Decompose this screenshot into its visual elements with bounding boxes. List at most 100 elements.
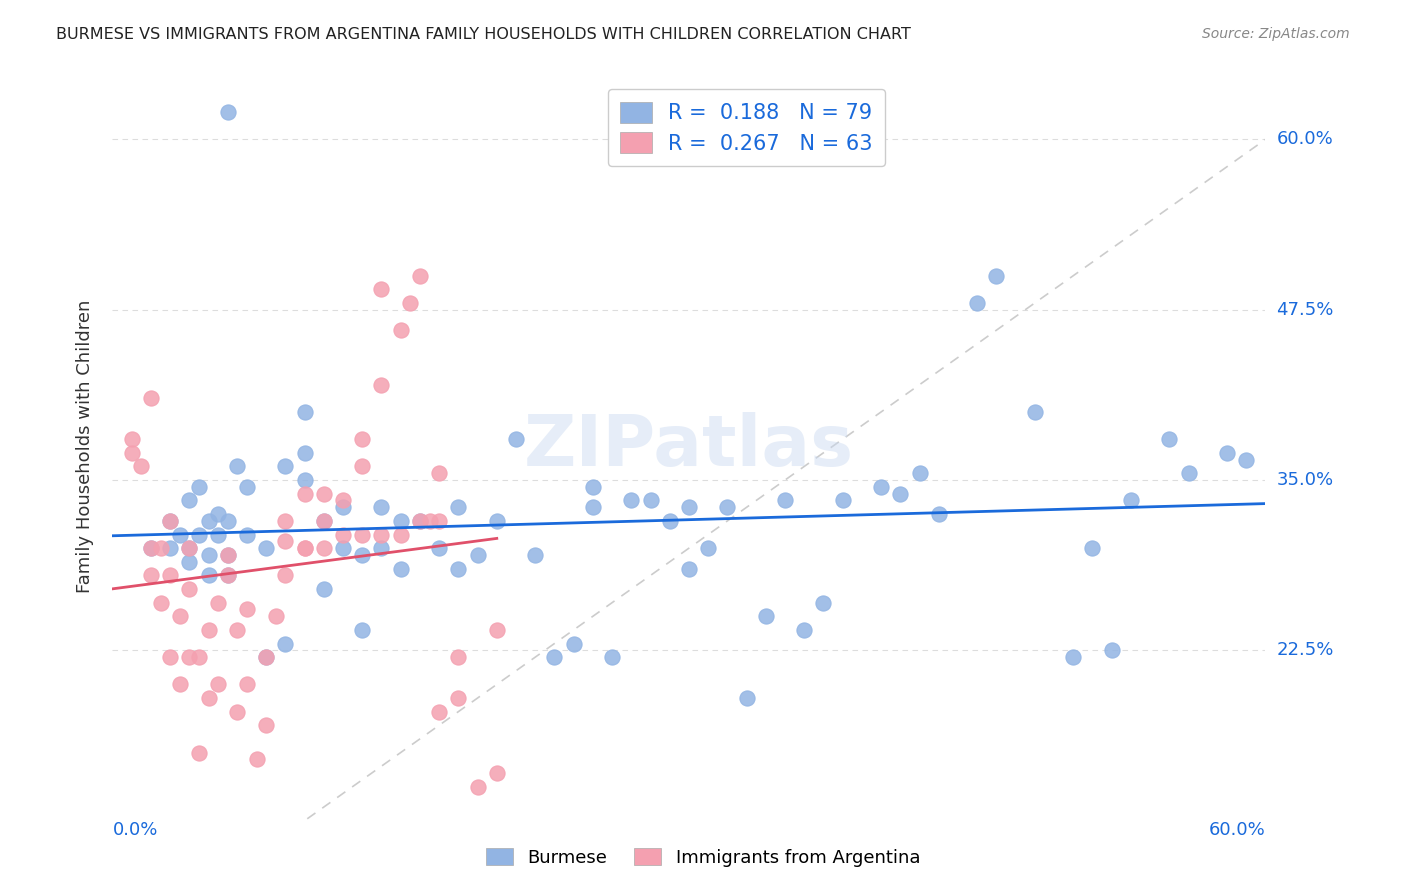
Point	[582, 480, 605, 494]
Point	[543, 650, 565, 665]
Point	[332, 541, 354, 556]
Point	[389, 527, 412, 541]
Point	[179, 582, 201, 596]
Point	[197, 568, 219, 582]
Point	[447, 691, 470, 706]
Point	[274, 514, 297, 528]
Point	[870, 480, 893, 494]
Point	[485, 514, 508, 528]
Point	[986, 268, 1008, 283]
Point	[352, 432, 374, 446]
Point	[485, 766, 508, 780]
Point	[928, 507, 950, 521]
Point	[352, 459, 374, 474]
Point	[217, 548, 239, 562]
Point	[197, 548, 219, 562]
Point	[640, 493, 662, 508]
Point	[332, 493, 354, 508]
Point	[352, 527, 374, 541]
Point	[312, 514, 335, 528]
Point	[207, 677, 229, 691]
Point	[294, 473, 316, 487]
Point	[755, 609, 778, 624]
Point	[678, 561, 700, 575]
Text: ZIPatlas: ZIPatlas	[524, 411, 853, 481]
Point	[217, 548, 239, 562]
Point	[908, 467, 931, 481]
Text: BURMESE VS IMMIGRANTS FROM ARGENTINA FAMILY HOUSEHOLDS WITH CHILDREN CORRELATION: BURMESE VS IMMIGRANTS FROM ARGENTINA FAM…	[56, 27, 911, 42]
Point	[409, 514, 432, 528]
Point	[658, 514, 681, 528]
Point	[274, 534, 297, 549]
Point	[370, 500, 392, 515]
Point	[370, 377, 392, 392]
Point	[399, 296, 422, 310]
Point	[294, 446, 316, 460]
Point	[485, 623, 508, 637]
Point	[467, 780, 489, 794]
Point	[159, 514, 181, 528]
Point	[312, 582, 335, 596]
Point	[793, 623, 815, 637]
Point	[524, 548, 547, 562]
Point	[217, 514, 239, 528]
Legend: R =  0.188   N = 79, R =  0.267   N = 63: R = 0.188 N = 79, R = 0.267 N = 63	[607, 89, 886, 166]
Point	[332, 527, 354, 541]
Point	[217, 568, 239, 582]
Point	[889, 486, 911, 500]
Point	[207, 527, 229, 541]
Point	[254, 718, 277, 732]
Point	[139, 392, 162, 406]
Point	[427, 514, 450, 528]
Point	[467, 548, 489, 562]
Point	[447, 500, 470, 515]
Point	[389, 514, 412, 528]
Point	[188, 527, 211, 541]
Point	[159, 650, 181, 665]
Point	[179, 541, 201, 556]
Point	[312, 486, 335, 500]
Point	[447, 650, 470, 665]
Point	[562, 636, 585, 650]
Point	[1024, 405, 1046, 419]
Point	[274, 568, 297, 582]
Point	[197, 623, 219, 637]
Point	[312, 514, 335, 528]
Point	[389, 323, 412, 337]
Text: 0.0%: 0.0%	[112, 821, 157, 838]
Point	[149, 541, 172, 556]
Point	[159, 568, 181, 582]
Point	[294, 541, 316, 556]
Text: 60.0%: 60.0%	[1209, 821, 1265, 838]
Point	[169, 527, 191, 541]
Point	[226, 459, 249, 474]
Point	[735, 691, 758, 706]
Point	[236, 480, 259, 494]
Point	[121, 432, 143, 446]
Point	[447, 561, 470, 575]
Y-axis label: Family Households with Children: Family Households with Children	[76, 300, 94, 592]
Point	[139, 541, 162, 556]
Point	[197, 691, 219, 706]
Point	[370, 541, 392, 556]
Point	[294, 541, 316, 556]
Text: 35.0%: 35.0%	[1277, 471, 1334, 489]
Point	[179, 650, 201, 665]
Text: 47.5%: 47.5%	[1277, 301, 1334, 318]
Point	[217, 105, 239, 120]
Point	[274, 636, 297, 650]
Point	[1234, 452, 1257, 467]
Point	[139, 541, 162, 556]
Point	[427, 705, 450, 719]
Point	[409, 514, 432, 528]
Point	[226, 623, 249, 637]
Point	[169, 677, 191, 691]
Point	[1159, 432, 1181, 446]
Point	[427, 467, 450, 481]
Point	[505, 432, 527, 446]
Point	[678, 500, 700, 515]
Point	[370, 282, 392, 296]
Point	[389, 561, 412, 575]
Point	[697, 541, 720, 556]
Point	[188, 746, 211, 760]
